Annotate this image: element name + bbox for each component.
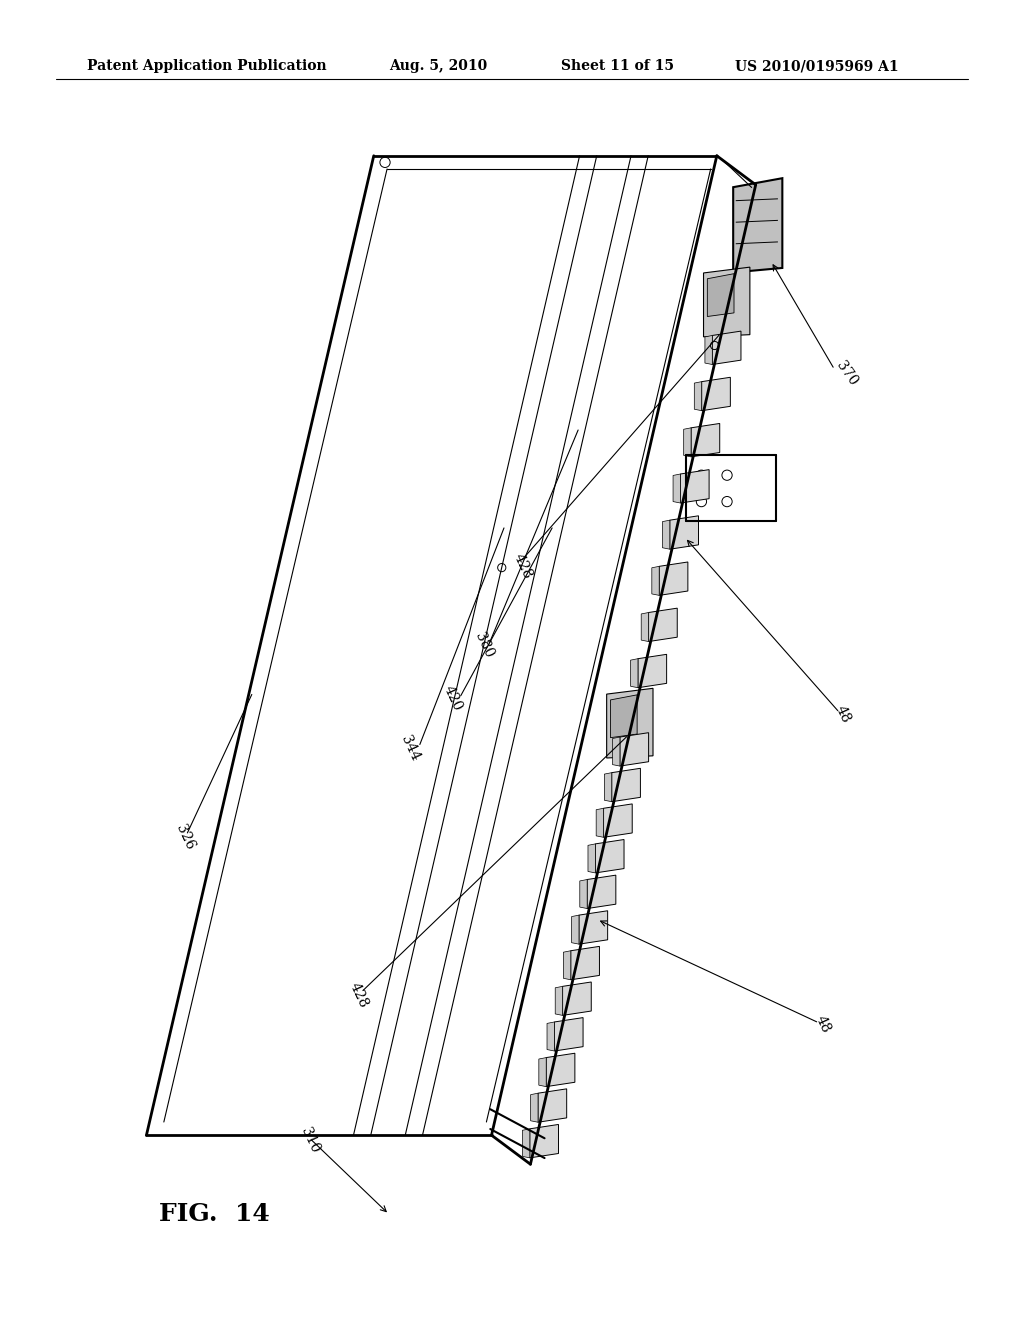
Polygon shape bbox=[631, 659, 638, 688]
Text: 370: 370 bbox=[834, 359, 860, 388]
Polygon shape bbox=[529, 1125, 558, 1158]
Polygon shape bbox=[604, 772, 611, 801]
Polygon shape bbox=[691, 424, 720, 457]
Polygon shape bbox=[603, 804, 632, 837]
Polygon shape bbox=[546, 1053, 574, 1086]
Polygon shape bbox=[596, 808, 603, 837]
Polygon shape bbox=[641, 612, 648, 642]
Polygon shape bbox=[610, 694, 637, 738]
Polygon shape bbox=[705, 335, 713, 364]
Polygon shape bbox=[606, 688, 653, 758]
Text: Aug. 5, 2010: Aug. 5, 2010 bbox=[389, 59, 487, 73]
Text: 326: 326 bbox=[173, 822, 197, 851]
Polygon shape bbox=[522, 1129, 529, 1158]
Polygon shape bbox=[530, 1093, 538, 1122]
Polygon shape bbox=[595, 840, 624, 873]
Polygon shape bbox=[701, 378, 730, 411]
Polygon shape bbox=[580, 879, 587, 908]
Polygon shape bbox=[684, 428, 691, 457]
Polygon shape bbox=[670, 516, 698, 549]
Polygon shape bbox=[703, 267, 750, 337]
Polygon shape bbox=[588, 843, 595, 873]
Text: 428: 428 bbox=[347, 981, 371, 1010]
Polygon shape bbox=[648, 609, 677, 642]
Polygon shape bbox=[555, 986, 562, 1015]
Polygon shape bbox=[708, 273, 734, 317]
Text: 344: 344 bbox=[398, 734, 422, 763]
Text: 428: 428 bbox=[511, 552, 535, 581]
Text: 420: 420 bbox=[441, 684, 465, 713]
Polygon shape bbox=[663, 520, 670, 549]
Text: Sheet 11 of 15: Sheet 11 of 15 bbox=[561, 59, 674, 73]
Polygon shape bbox=[638, 655, 667, 688]
Polygon shape bbox=[694, 381, 701, 411]
Text: Patent Application Publication: Patent Application Publication bbox=[87, 59, 327, 73]
Polygon shape bbox=[562, 982, 591, 1015]
Polygon shape bbox=[713, 331, 741, 364]
Polygon shape bbox=[538, 1089, 566, 1122]
Polygon shape bbox=[554, 1018, 583, 1051]
Polygon shape bbox=[680, 470, 709, 503]
Polygon shape bbox=[587, 875, 615, 908]
Polygon shape bbox=[659, 562, 688, 595]
Text: 380: 380 bbox=[472, 631, 496, 660]
Text: 48: 48 bbox=[813, 1014, 833, 1035]
Polygon shape bbox=[612, 737, 620, 766]
Polygon shape bbox=[539, 1057, 546, 1086]
Polygon shape bbox=[563, 950, 570, 979]
Polygon shape bbox=[673, 474, 680, 503]
Text: FIG.  14: FIG. 14 bbox=[159, 1203, 269, 1226]
Polygon shape bbox=[611, 768, 640, 801]
Text: 310: 310 bbox=[298, 1126, 322, 1155]
Polygon shape bbox=[620, 733, 648, 766]
Polygon shape bbox=[547, 1022, 554, 1051]
Polygon shape bbox=[733, 178, 782, 272]
Polygon shape bbox=[570, 946, 599, 979]
Polygon shape bbox=[652, 566, 659, 595]
Polygon shape bbox=[571, 915, 579, 944]
Text: 48: 48 bbox=[834, 704, 853, 725]
Text: US 2010/0195969 A1: US 2010/0195969 A1 bbox=[735, 59, 899, 73]
Polygon shape bbox=[579, 911, 607, 944]
